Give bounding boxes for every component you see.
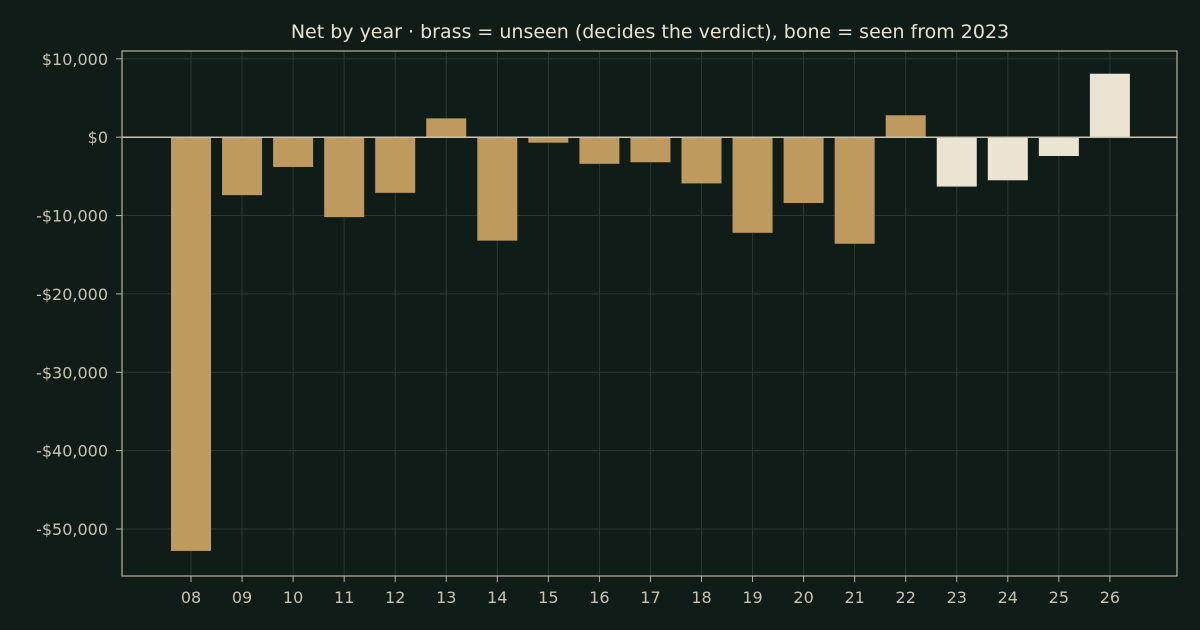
bar-12 [375, 137, 416, 193]
x-tick-label: 21 [844, 588, 864, 607]
x-tick-label: 13 [436, 588, 456, 607]
bar-16 [579, 137, 620, 164]
bar-25 [1038, 137, 1079, 156]
x-tick-label: 14 [487, 588, 507, 607]
bar-22 [885, 115, 926, 138]
bar-15 [528, 137, 569, 143]
x-tick-label: 11 [334, 588, 354, 607]
bar-11 [324, 137, 365, 218]
y-tick-label: -$50,000 [36, 520, 108, 539]
x-tick-label: 23 [947, 588, 967, 607]
y-tick-label: -$40,000 [36, 442, 108, 461]
bar-18 [681, 137, 722, 184]
bar-26 [1089, 73, 1130, 138]
bar-23 [936, 137, 977, 187]
bar-20 [783, 137, 824, 204]
x-tick-label: 22 [896, 588, 916, 607]
plot-frame [121, 50, 1178, 577]
x-tick-label: 16 [589, 588, 609, 607]
x-tick-label: 19 [742, 588, 762, 607]
x-tick-label: 17 [640, 588, 660, 607]
x-tick-label: 12 [385, 588, 405, 607]
x-tick-label: 15 [538, 588, 558, 607]
x-tick-label: 26 [1100, 588, 1120, 607]
y-tick-label: -$10,000 [36, 207, 108, 226]
bar-21 [834, 137, 875, 244]
x-tick-label: 09 [232, 588, 252, 607]
y-tick-label: -$30,000 [36, 363, 108, 382]
x-tick-label: 24 [998, 588, 1018, 607]
bar-10 [273, 137, 314, 167]
x-tick-label: 18 [691, 588, 711, 607]
bar-09 [222, 137, 263, 196]
bar-13 [426, 118, 467, 138]
bar-24 [987, 137, 1028, 181]
axis-layer: $10,000 $0 -$10,000 -$20,000 -$30,000 -$40,00… [36, 50, 1177, 607]
bar-19 [732, 137, 773, 233]
y-tick-label: $0 [88, 128, 108, 147]
grid-layer [122, 51, 1177, 576]
x-tick-label: 10 [283, 588, 303, 607]
x-tick-label: 20 [793, 588, 813, 607]
bar-14 [477, 137, 518, 241]
bars-layer [171, 73, 1130, 551]
x-tick-label: 08 [181, 588, 201, 607]
x-tick-label: 25 [1049, 588, 1069, 607]
y-tick-label: $10,000 [42, 50, 108, 69]
bar-17 [630, 137, 671, 163]
y-tick-label: -$20,000 [36, 285, 108, 304]
bar-08 [171, 137, 211, 551]
chart-title: Net by year · brass = unseen (decides th… [291, 21, 1009, 43]
